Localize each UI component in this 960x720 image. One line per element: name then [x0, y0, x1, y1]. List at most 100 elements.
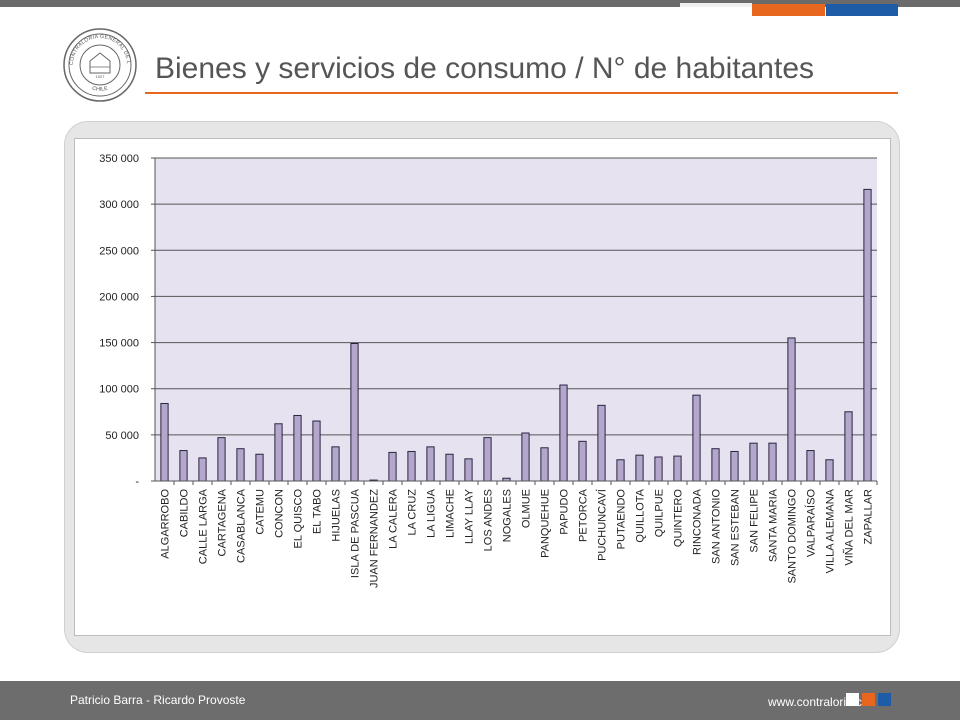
y-tick-label: 100 000: [99, 384, 139, 396]
page-title: Bienes y servicios de consumo / N° de ha…: [155, 52, 815, 85]
bar: [559, 384, 568, 482]
bar: [483, 437, 492, 482]
x-tick-label: LA LIGUA: [426, 488, 438, 538]
footer: Patricio Barra - Ricardo Provoste www.co…: [0, 681, 960, 720]
bar: [217, 437, 226, 482]
x-tick-label: PAPUDO: [559, 489, 571, 535]
bar: [293, 414, 302, 482]
x-tick-label: CALLE LARGA: [198, 488, 210, 564]
x-tick-label: LA CALERA: [388, 488, 400, 549]
bar: [654, 456, 663, 482]
x-tick-label: CASABLANCA: [236, 488, 248, 563]
x-tick-label: SAN FELIPE: [749, 489, 761, 553]
bar: [825, 459, 834, 482]
bar: [426, 446, 435, 482]
bar: [236, 448, 245, 482]
x-tick-label: SAN ANTONIO: [711, 489, 723, 564]
bar: [768, 442, 777, 482]
bar: [578, 440, 587, 482]
x-tick-label: LLAY LLAY: [464, 488, 476, 544]
svg-text:1927: 1927: [96, 74, 106, 79]
bar-chart: - 50 000 100 000 150 000 200 000 250 000 300 0…: [99, 153, 878, 588]
x-tick-label: PUCHUNCAVÍ: [596, 488, 609, 561]
bar: [635, 454, 644, 482]
x-tick-label: JUAN FERNANDEZ: [369, 489, 381, 588]
bar: [749, 442, 758, 482]
x-tick-label: LIMACHE: [445, 489, 457, 538]
bar: [407, 450, 416, 482]
x-tick-label: PUTAENDO: [616, 489, 628, 550]
chart-area: - 50 000 100 000 150 000 200 000 250 000 300 0…: [74, 138, 891, 636]
top-accent-white: [680, 3, 752, 7]
footer-authors: Patricio Barra - Ricardo Provoste: [70, 693, 246, 707]
contraloria-seal-logo: CONTRALORIA GENERAL DE LA REPUBLICA CHIL…: [62, 27, 137, 102]
bar: [464, 458, 473, 482]
x-tick-label: ISLA DE PASCUA: [350, 488, 362, 578]
x-tick-label: HIJUELAS: [331, 489, 343, 542]
x-tick-label: EL TABO: [312, 489, 324, 534]
x-tick-label: CONCON: [274, 489, 286, 538]
x-tick-label: QUILLOTA: [635, 488, 647, 542]
bar: [198, 457, 207, 482]
x-tick-label: LA CRUZ: [407, 489, 419, 536]
svg-text:CHILE: CHILE: [91, 86, 108, 93]
x-tick-label: ZAPALLAR: [863, 489, 875, 544]
y-tick-label: 250 000: [99, 245, 139, 257]
bar: [179, 450, 188, 482]
bar: [350, 342, 359, 482]
bar: [160, 402, 169, 482]
x-tick-label: QUINTERO: [673, 489, 685, 548]
x-tick-label: ALGARROBO: [160, 489, 172, 559]
bar: [331, 446, 340, 482]
x-tick-label: SANTO DOMINGO: [787, 489, 799, 584]
svg-text:CONTRALORIA GENERAL DE LA REPU: CONTRALORIA GENERAL DE LA REPUBLICA: [62, 27, 131, 65]
x-tick-label: CATEMU: [255, 489, 267, 535]
bar: [673, 455, 682, 482]
x-tick-label: CARTAGENA: [217, 488, 229, 556]
bar: [863, 188, 872, 482]
x-tick-label: RINCONADA: [692, 488, 704, 555]
x-tick-label: EL QUISCO: [293, 489, 305, 549]
x-tick-label: CABILDO: [179, 489, 191, 538]
x-tick-label: QUILPUE: [654, 489, 666, 537]
top-bar: [0, 0, 960, 7]
bar: [787, 337, 796, 482]
top-accent-orange: [752, 4, 825, 16]
y-tick-label: 350 000: [99, 153, 139, 165]
footer-website-link[interactable]: www.contraloria.cl: [768, 695, 865, 709]
x-tick-label: PANQUEHUE: [540, 489, 552, 558]
y-tick-label: 50 000: [105, 430, 139, 442]
x-tick-label: VILLA ALEMANA: [825, 488, 837, 573]
y-tick-label: 200 000: [99, 291, 139, 303]
x-tick-label: OLMUE: [521, 489, 533, 528]
plot-background: [155, 158, 877, 481]
title-underline: [145, 92, 898, 94]
y-tick-label: 300 000: [99, 199, 139, 211]
bar: [312, 420, 321, 482]
bar: [521, 432, 530, 482]
bar: [616, 459, 625, 482]
x-tick-label: PETORCA: [578, 488, 590, 542]
footer-square-blue: [878, 693, 891, 706]
bar: [806, 450, 815, 482]
y-tick-label: 150 000: [99, 338, 139, 350]
bar: [255, 453, 264, 482]
x-tick-label: VIÑA DEL MAR: [843, 489, 856, 566]
bar: [388, 451, 397, 482]
x-tick-label: SANTA MARIA: [768, 488, 780, 562]
x-tick-label: NOGALES: [502, 489, 514, 542]
bar: [692, 394, 701, 482]
x-tick-label: VALPARAÍSO: [805, 489, 818, 558]
bar: [844, 411, 853, 482]
bar: [274, 423, 283, 482]
bar: [711, 448, 720, 482]
bar: [730, 450, 739, 482]
top-accent-blue: [826, 4, 898, 16]
x-tick-label: LOS ANDES: [483, 489, 495, 551]
footer-square-orange: [862, 693, 875, 706]
footer-square-white: [846, 693, 859, 706]
bar: [597, 404, 606, 482]
x-tick-label: SAN ESTEBAN: [730, 489, 742, 566]
bar: [540, 447, 549, 482]
y-tick-label: -: [135, 476, 139, 488]
